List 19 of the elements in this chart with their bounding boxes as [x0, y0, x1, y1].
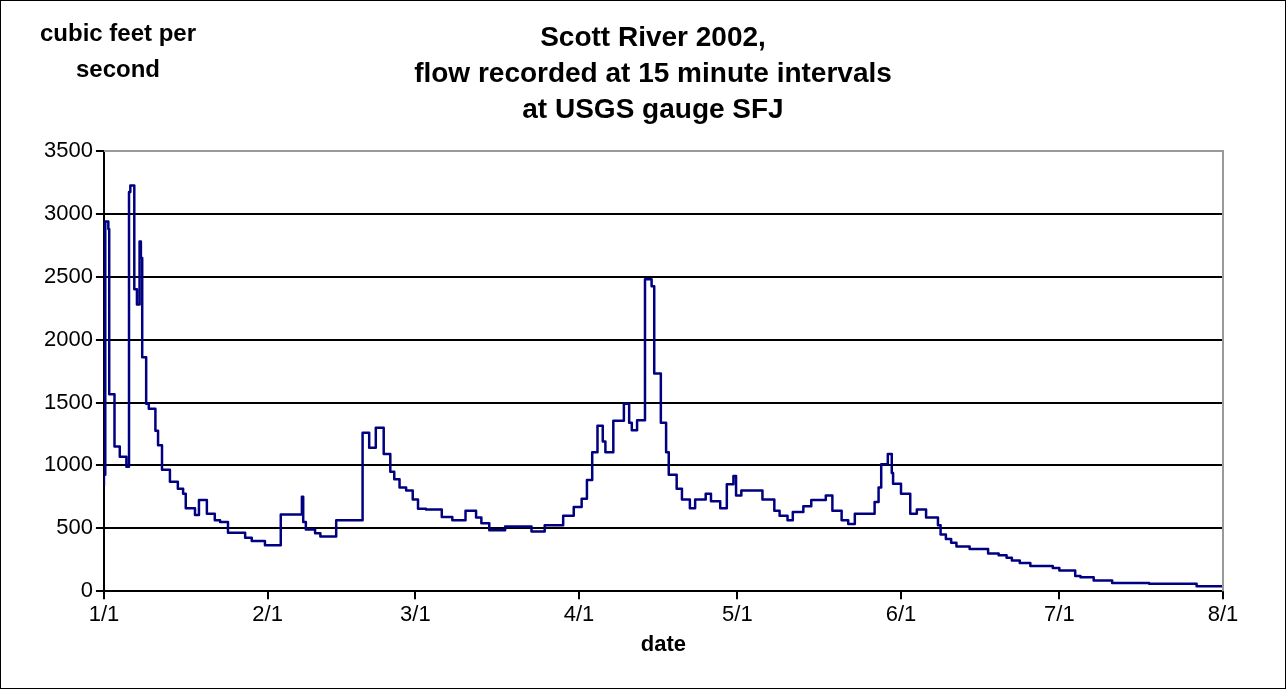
- x-tick-label: 4/1: [563, 601, 595, 627]
- chart-title: Scott River 2002, flow recorded at 15 minute intervals at USGS gauge SFJ: [413, 20, 893, 126]
- y-tick-label: 500: [56, 514, 93, 540]
- x-tick-label: 1/1: [88, 601, 120, 627]
- y-tick-label: 2500: [43, 262, 93, 288]
- y-axis-title: cubic feet per second: [38, 18, 197, 84]
- y-tick-label: 2000: [43, 325, 93, 351]
- x-tick-label: 3/1: [400, 601, 431, 627]
- x-tick-label: 7/1: [1044, 601, 1075, 627]
- x-tick-label: 2/1: [252, 601, 283, 627]
- x-tick-label: 6/1: [885, 601, 917, 627]
- x-axis-title: date: [640, 630, 687, 656]
- y-tick-label: 3000: [43, 199, 93, 225]
- y-tick-label: 1000: [43, 451, 93, 477]
- x-tick-label: 5/1: [722, 601, 753, 627]
- y-tick-label: 1500: [43, 388, 93, 414]
- y-tick-label: 0: [80, 577, 93, 603]
- y-tick-label: 3500: [43, 137, 93, 163]
- x-tick-label: 8/1: [1207, 601, 1239, 627]
